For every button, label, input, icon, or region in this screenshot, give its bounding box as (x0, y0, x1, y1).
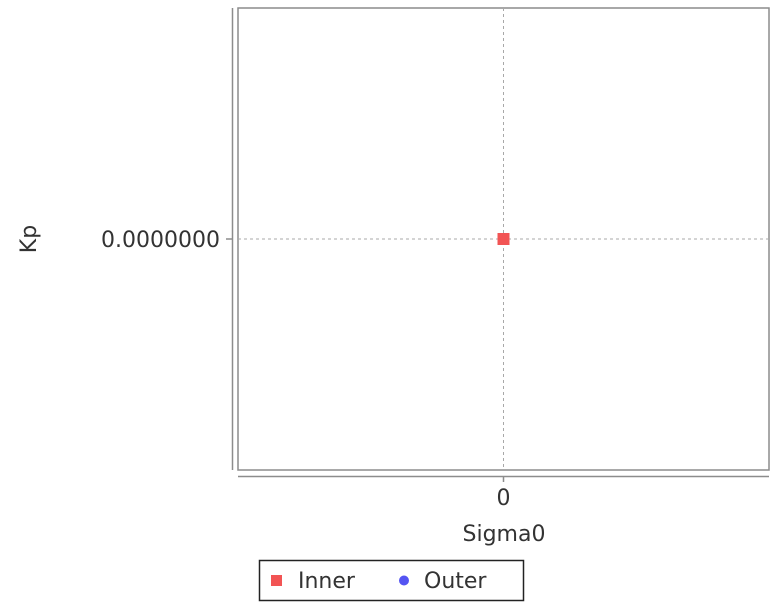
y-tick-label: 0.0000000 (101, 228, 220, 253)
data-point-inner (497, 233, 510, 245)
legend-marker-outer (399, 575, 409, 586)
legend-marker-inner (271, 575, 282, 586)
legend-label-outer: Outer (424, 569, 487, 594)
points-layer (497, 233, 510, 245)
legend-box (258, 559, 525, 602)
x-axis-title: Sigma0 (463, 522, 546, 547)
legend-label-inner: Inner (298, 569, 356, 594)
x-tick-label: 0 (497, 486, 511, 511)
legend: Inner Outer (258, 559, 525, 602)
y-axis-title: Kp (17, 225, 42, 253)
